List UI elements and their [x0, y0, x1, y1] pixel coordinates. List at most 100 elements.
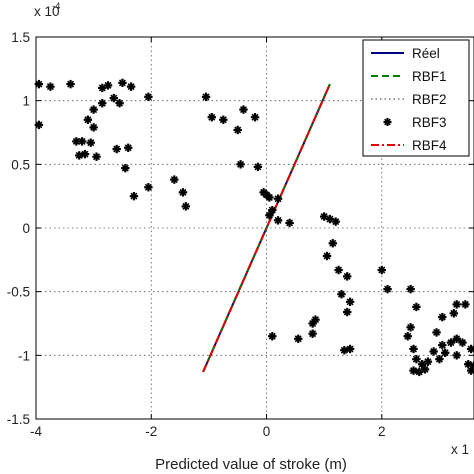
data-point-rbf3	[409, 344, 418, 354]
data-point-rbf3	[452, 351, 461, 360]
data-point-rbf3	[420, 365, 430, 374]
data-point-rbf3	[458, 338, 467, 347]
data-point-rbf3	[452, 334, 461, 343]
legend-swatch-rbf3	[383, 118, 392, 126]
data-point-rbf3	[219, 115, 228, 124]
tick-labels: -4 -2 0 2 -1.5 -1 -0.5 0 0.5 1 1.5	[7, 30, 386, 439]
data-point-rbf3	[328, 239, 338, 248]
data-point-rbf3	[121, 163, 130, 173]
data-point-rbf3	[461, 300, 470, 309]
data-point-rbf3	[294, 334, 303, 343]
data-point-rbf3	[334, 265, 343, 275]
data-point-rbf3	[115, 99, 124, 108]
data-point-rbf3	[77, 137, 87, 146]
legend-label-rbf2: RBF2	[412, 92, 447, 107]
data-point-rbf3	[46, 82, 55, 91]
data-point-rbf3	[438, 340, 447, 350]
data-point-rbf3	[124, 143, 133, 152]
data-point-rbf3	[446, 338, 456, 347]
y-tick-label: -1	[18, 348, 30, 363]
x-tick-label: 0	[263, 424, 271, 439]
data-point-rbf3	[322, 251, 332, 261]
data-point-rbf3	[285, 218, 294, 228]
data-point-rbf3	[80, 149, 90, 159]
x-tick-label: -2	[145, 424, 157, 439]
rbf3-markers	[34, 78, 474, 377]
data-point-rbf3	[331, 217, 340, 226]
x-tick-label: -4	[30, 424, 42, 439]
data-point-rbf3	[423, 357, 433, 366]
data-point-rbf3	[449, 309, 459, 318]
data-point-rbf3	[273, 216, 283, 225]
data-point-rbf3	[178, 188, 188, 197]
data-point-rbf3	[345, 297, 355, 307]
y-multiplier-base: x 10	[34, 4, 60, 19]
data-point-rbf3	[236, 160, 245, 169]
data-point-rbf3	[170, 175, 179, 184]
data-point-rbf3	[144, 183, 153, 192]
data-point-rbf3	[308, 329, 317, 338]
legend-label-rbf4: RBF4	[412, 138, 447, 153]
data-point-rbf3	[311, 315, 320, 324]
x-tick-label: 2	[378, 424, 386, 439]
data-point-rbf3	[92, 152, 101, 161]
y-tick-label: 0.5	[11, 157, 30, 172]
legend-label-r-el: Réel	[412, 46, 440, 61]
data-point-rbf3	[86, 138, 95, 147]
data-point-rbf3	[432, 328, 441, 337]
data-point-rbf3	[75, 151, 84, 160]
data-point-rbf3	[343, 307, 352, 317]
data-point-rbf3	[118, 78, 127, 88]
data-point-rbf3	[403, 332, 412, 341]
y-multiplier: x 10 -4	[34, 1, 60, 19]
series-line-rbf1	[202, 83, 331, 373]
data-point-rbf3	[201, 92, 211, 102]
data-point-rbf3	[409, 366, 418, 375]
data-point-rbf3	[340, 346, 349, 355]
data-point-rbf3	[250, 113, 260, 122]
data-point-rbf3	[406, 284, 415, 294]
legend-label-rbf3: RBF3	[412, 115, 447, 130]
data-point-rbf3	[383, 284, 392, 294]
data-point-rbf3	[377, 265, 386, 275]
legend: Réel RBF1 RBF2 RBF3 RBF4	[362, 39, 470, 157]
legend-box	[362, 39, 470, 157]
data-point-rbf3	[233, 125, 242, 135]
data-point-rbf3	[265, 211, 274, 220]
y-tick-label: 1	[22, 94, 30, 109]
data-point-rbf3	[438, 312, 447, 322]
data-point-rbf3	[268, 332, 277, 341]
data-point-rbf3	[126, 82, 136, 91]
x-multiplier-base: x 1	[451, 442, 469, 457]
x-axis-label: Predicted value of stroke (m)	[155, 456, 347, 473]
data-point-rbf3	[129, 191, 139, 201]
data-point-rbf3	[469, 361, 474, 370]
data-point-rbf3	[207, 113, 216, 122]
data-point-rbf3	[273, 194, 283, 203]
data-point-rbf3	[452, 300, 461, 309]
y-multiplier-exponent: -4	[52, 1, 60, 12]
data-point-rbf3	[103, 81, 113, 90]
data-point-rbf3	[343, 272, 352, 281]
data-point-rbf3	[345, 344, 355, 354]
data-point-rbf3	[98, 99, 107, 108]
y-tick-label: -1.5	[7, 412, 30, 427]
data-point-rbf3	[412, 354, 421, 364]
data-point-rbf3	[466, 344, 474, 354]
data-point-rbf3	[181, 202, 191, 211]
y-tick-label: -0.5	[7, 285, 30, 300]
data-point-rbf3	[435, 354, 444, 364]
data-point-rbf3	[440, 348, 450, 357]
data-point-rbf3	[406, 323, 415, 332]
data-point-rbf3	[109, 93, 119, 103]
data-point-rbf3	[412, 302, 421, 312]
data-point-rbf3	[239, 105, 248, 114]
data-point-rbf3	[144, 92, 153, 102]
y-tick-label: 0	[22, 221, 30, 236]
data-point-rbf3	[66, 79, 75, 89]
data-point-rbf3	[89, 123, 98, 132]
data-point-rbf3	[112, 144, 121, 154]
data-point-rbf3	[83, 115, 93, 124]
data-point-rbf3	[265, 193, 274, 202]
